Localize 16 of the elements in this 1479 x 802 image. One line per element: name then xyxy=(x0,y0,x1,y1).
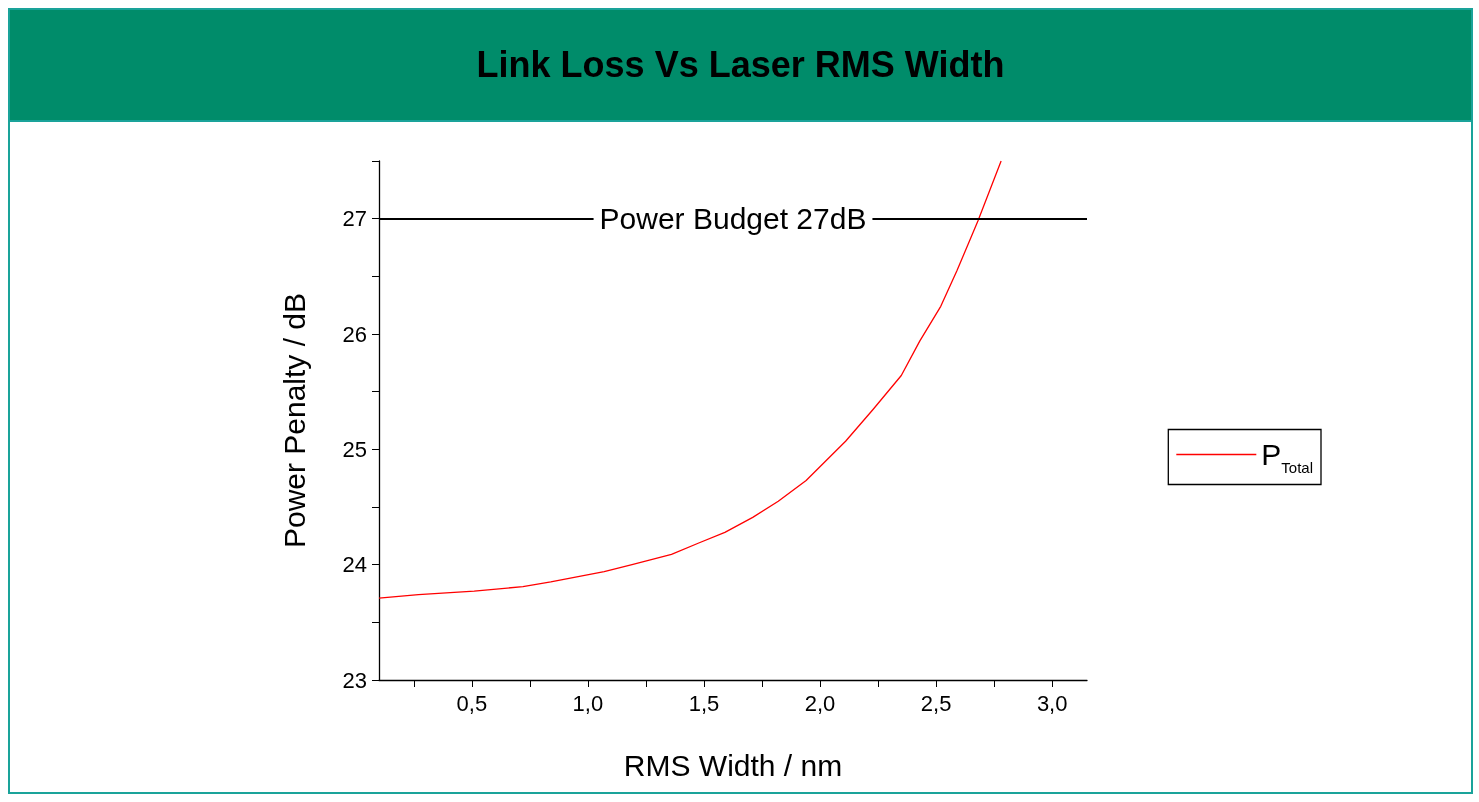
x-tick-label: 0,5 xyxy=(456,690,488,716)
x-tick-label: 1,5 xyxy=(688,690,720,716)
y-tick-label: 24 xyxy=(342,552,367,578)
y-tick-label: 26 xyxy=(342,321,367,347)
x-tick-label: 2,0 xyxy=(804,690,836,716)
y-tick-label: 23 xyxy=(342,667,367,693)
x-tick-label: 3,0 xyxy=(1036,690,1068,716)
y-tick-label: 25 xyxy=(342,436,367,462)
x-axis-title: RMS Width / nm xyxy=(623,748,843,782)
y-axis-title: Power Penalty / dB xyxy=(277,292,311,549)
line-series xyxy=(378,160,1002,599)
x-tick-label: 2,5 xyxy=(920,690,952,716)
chart-title: Link Loss Vs Laser RMS Width xyxy=(476,44,1005,86)
y-tick-label: 27 xyxy=(342,206,367,232)
x-tick-label: 1,0 xyxy=(572,690,604,716)
ref-line-label: Power Budget 27dB xyxy=(599,202,867,236)
